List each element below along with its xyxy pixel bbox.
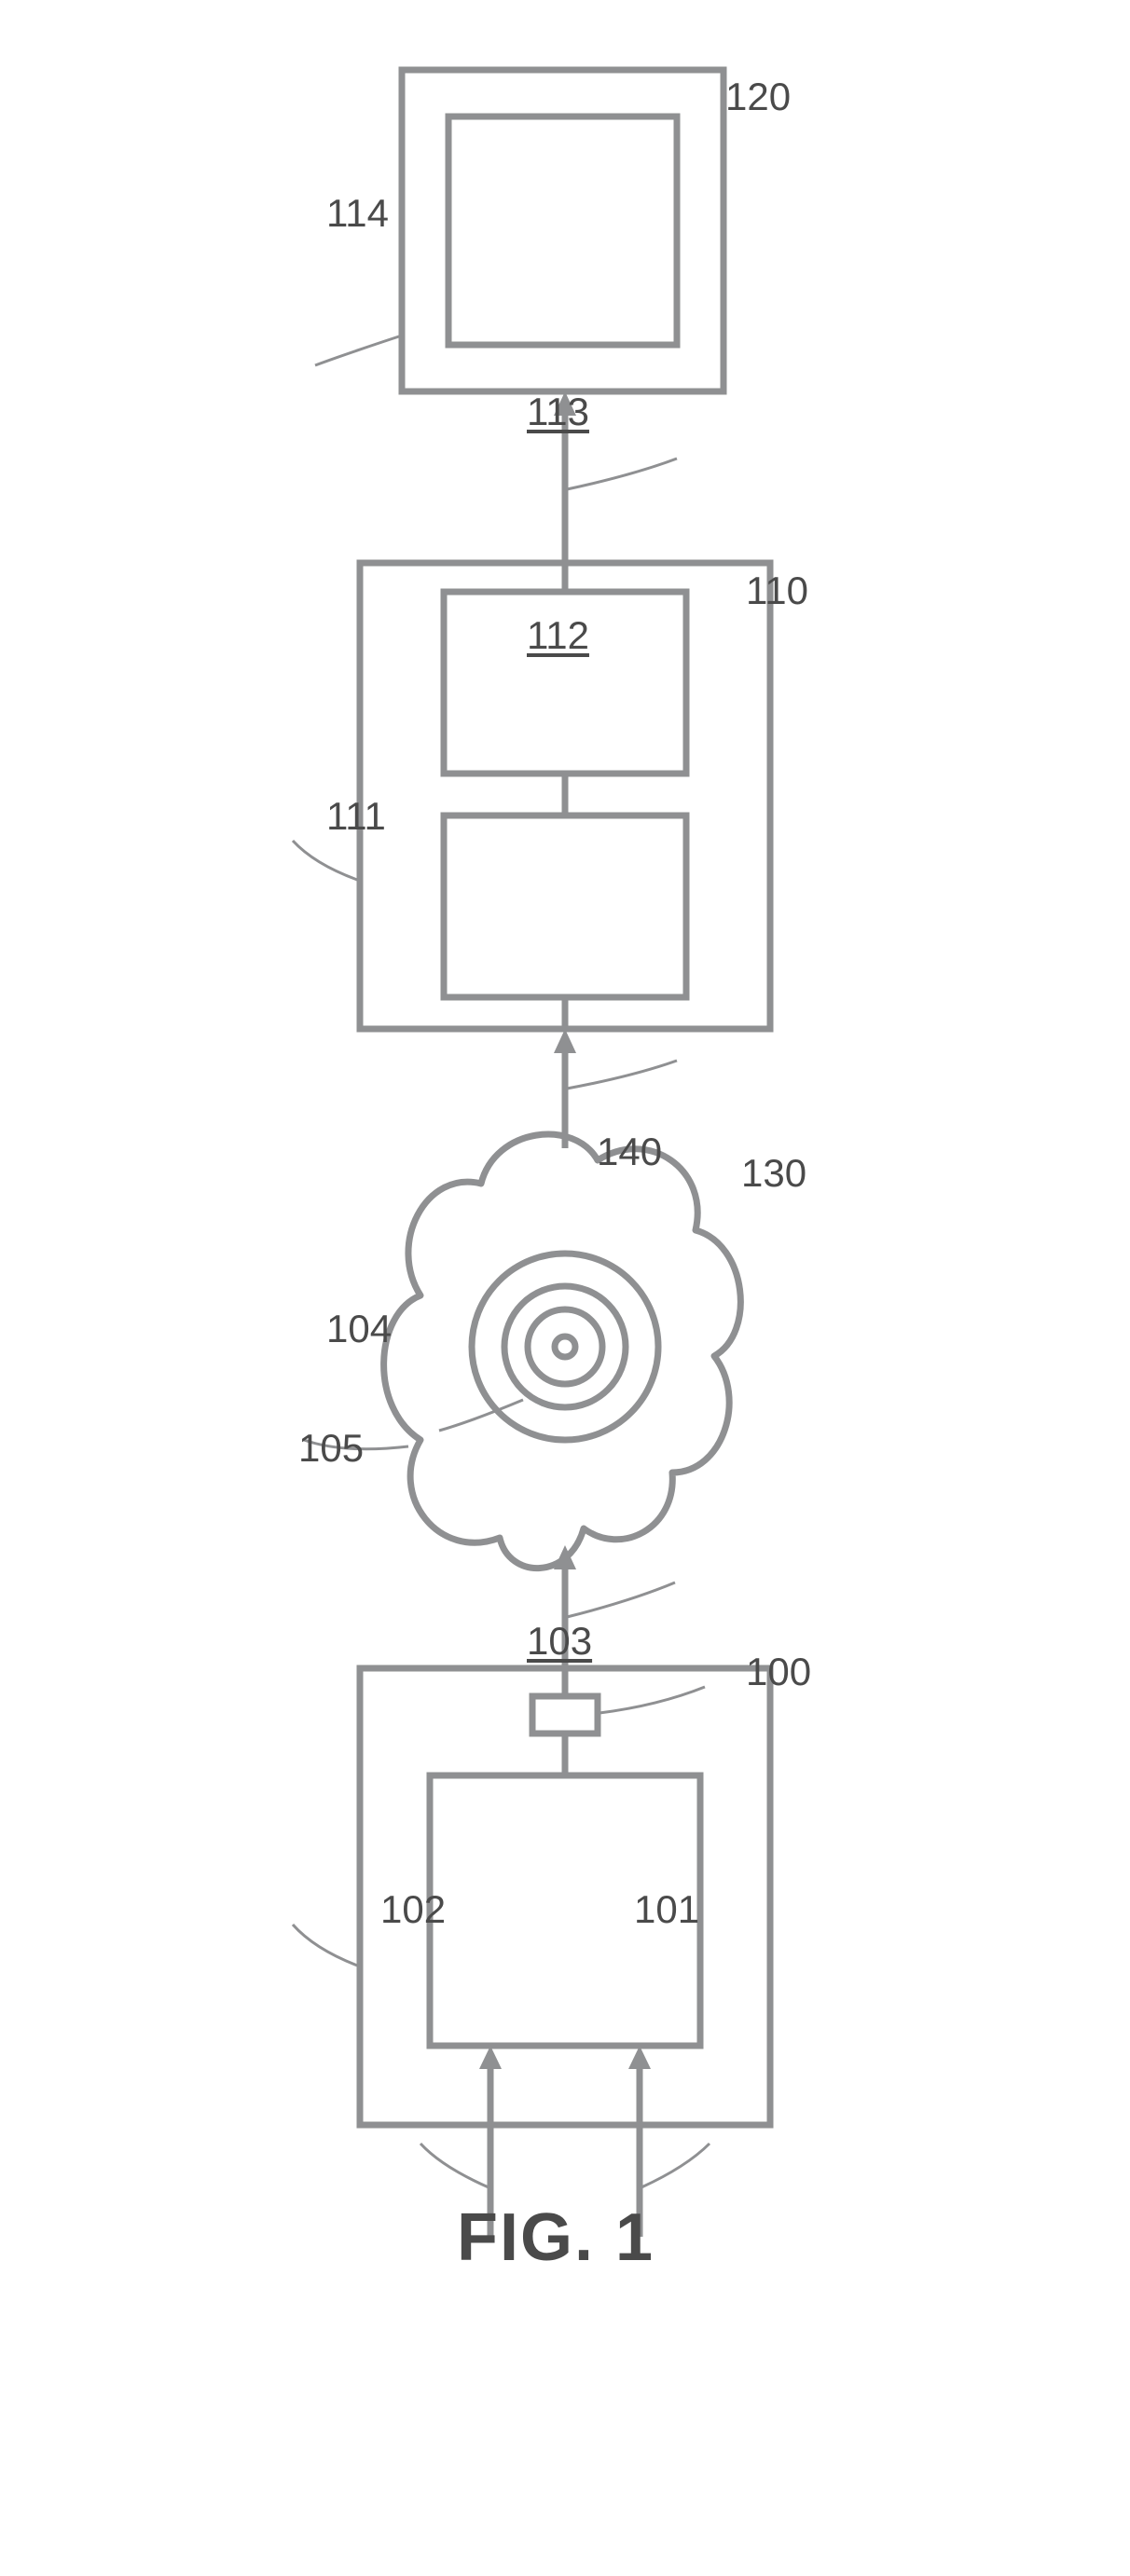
- ref-120: 120: [725, 75, 791, 119]
- disc-icon: [472, 1254, 658, 1440]
- display-screen: [448, 116, 677, 345]
- ref-113: 113: [527, 390, 589, 434]
- ref-103: 103: [527, 1619, 592, 1664]
- ref-100: 100: [746, 1650, 811, 1694]
- ref-101: 101: [634, 1887, 699, 1932]
- ref-112: 112: [527, 613, 589, 658]
- ref-110: 110: [746, 569, 808, 613]
- figure-1: 101 102 100 103 105 104 130 140 111 110 …: [0, 0, 1130, 2576]
- encoder-formatter: [532, 1696, 598, 1733]
- figure-caption: FIG. 1: [457, 2199, 655, 2276]
- ref-130: 130: [741, 1151, 806, 1196]
- diagram-canvas: [0, 0, 1130, 2576]
- decoder-stage-a: [444, 815, 686, 997]
- ref-111: 111: [326, 794, 386, 839]
- ref-105: 105: [298, 1426, 364, 1471]
- ref-102: 102: [380, 1887, 446, 1932]
- cloud: [384, 1134, 741, 1569]
- ref-140: 140: [597, 1130, 662, 1174]
- ref-104: 104: [326, 1307, 392, 1351]
- ref-114: 114: [326, 191, 389, 236]
